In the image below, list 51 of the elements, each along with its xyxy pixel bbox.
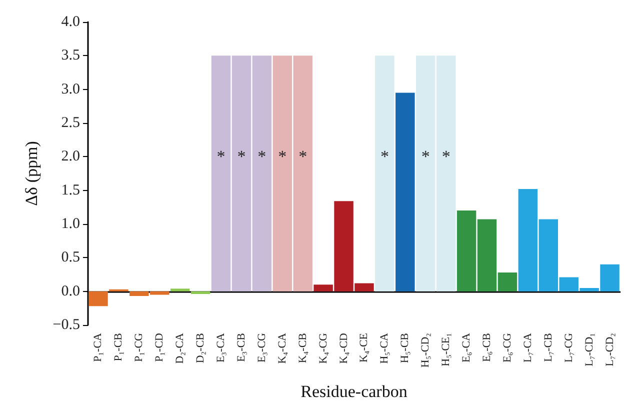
data-label: * [421,147,430,166]
x-tick-label: L₇-CA [522,332,534,362]
data-label: * [216,147,226,166]
y-tick-label: 2.0 [61,148,80,165]
x-tick-label: P₁-CG [133,332,146,362]
y-tick-label: −0.5 [52,317,80,333]
y-tick-label: 2.5 [61,115,80,131]
x-tick-label: K₄-CA [276,332,288,364]
x-tick-label: K₄-CG [317,332,330,364]
data-label: * [258,147,266,166]
x-tick-label: H₅-CB [399,333,412,364]
y-tick-label: 3.5 [61,48,80,64]
bar [396,92,415,292]
data-label: * [237,147,246,166]
x-tick-label: P₁-CA [92,332,104,362]
x-tick-label: E₆-CB [481,333,493,362]
x-tick-label: K₄-CB [296,333,309,364]
x-tick-label: K₄-CE [358,332,370,362]
x-tick-label: P₁-CB [112,333,125,362]
x-tick-label: D₂-CB [194,333,207,364]
x-tick-label: H₅-CE₁ [440,332,452,366]
y-axis-title: Δδ (ppm) [22,141,41,206]
y-tick-label: 0.0 [61,283,80,300]
bar [190,291,210,294]
x-tick-label: H₅-CD₂ [420,332,432,368]
x-tick-label: E₃-CG [256,332,268,362]
y-tick-label: 3.0 [61,81,80,98]
y-tick-label: 4.0 [61,14,80,30]
x-axis-title: Residue-carbon [300,382,408,401]
data-label: * [380,147,389,166]
x-tick-label: E₆-CG [501,332,514,362]
x-tick-label: L₇-CD₁ [583,332,596,366]
y-tick-label: 1.0 [61,216,80,232]
y-tick-label: 1.5 [61,182,80,198]
x-tick-label: L₇-CG [562,332,575,362]
x-tick-label: E₆-CA [460,332,473,362]
data-label: * [298,147,308,166]
bar [170,288,190,292]
x-tick-label: K₄-CD [338,332,350,364]
y-tick-label: 0.5 [61,250,80,266]
bar [88,291,108,306]
x-tick-label: L₇-CB [542,333,554,362]
x-tick-label: H₅-CA [378,332,391,364]
x-tick-label: L₇-CD₂ [604,332,616,366]
x-tick-label: E₃-CA [215,332,227,362]
x-tick-label: P₁-CD [154,332,166,362]
data-label: * [442,147,450,166]
bar [375,56,394,292]
x-tick-label: D₂-CA [174,332,186,364]
data-label: * [278,147,287,166]
x-tick-label: E₃-CB [235,333,248,362]
